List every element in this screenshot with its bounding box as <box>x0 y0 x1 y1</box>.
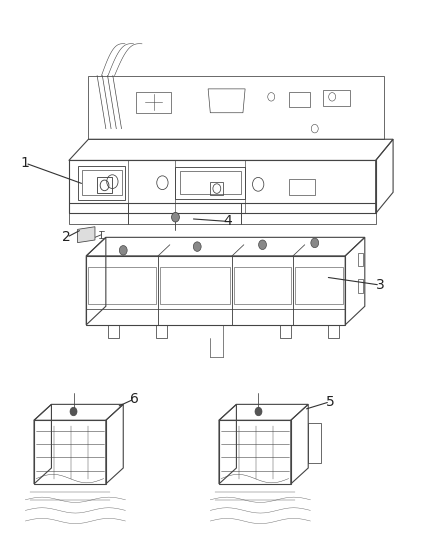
Circle shape <box>255 407 262 416</box>
Text: 1: 1 <box>21 156 30 170</box>
Text: 5: 5 <box>325 395 334 409</box>
Circle shape <box>193 242 201 252</box>
Text: 6: 6 <box>130 392 138 406</box>
Circle shape <box>258 240 266 249</box>
Text: 4: 4 <box>223 214 232 229</box>
Text: 3: 3 <box>376 278 385 292</box>
Circle shape <box>70 407 77 416</box>
Circle shape <box>172 213 180 222</box>
Polygon shape <box>78 227 95 243</box>
Circle shape <box>119 246 127 255</box>
Circle shape <box>311 238 319 248</box>
Text: 2: 2 <box>62 230 71 244</box>
